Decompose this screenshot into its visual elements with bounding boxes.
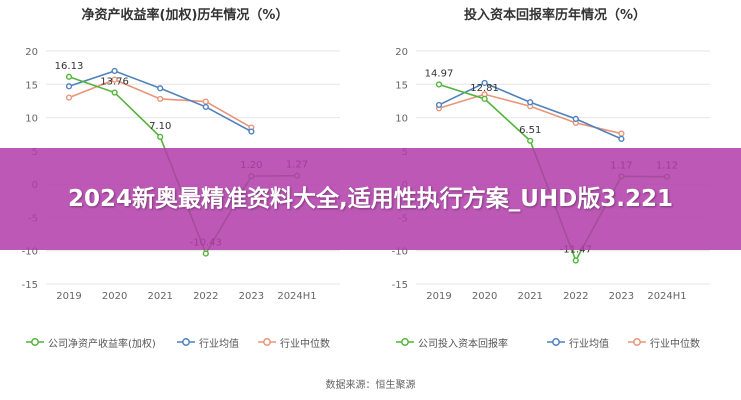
data-point-company — [527, 137, 534, 144]
x-tick-label: 2020 — [102, 291, 127, 302]
banner-text: 2024新奥最精准资料大全,适用性执行方案_UHD版3.221 — [67, 186, 674, 212]
legend-swatch-icon — [628, 338, 646, 346]
y-tick-label: 20 — [395, 47, 408, 58]
legend-item-industry-median[interactable]: 行业中位数 — [258, 334, 330, 350]
legend-item-industry-mean[interactable]: 行业均值 — [177, 334, 239, 350]
legend-label: 公司净资产收益率(加权) — [48, 338, 156, 350]
data-point-company — [65, 73, 73, 80]
data-point-industry-mean — [202, 103, 209, 111]
legend-swatch-icon — [258, 338, 276, 346]
legend-label: 公司投入资本回报率 — [418, 338, 508, 350]
data-point-industry-mean — [435, 101, 443, 109]
legend-label: 行业中位数 — [650, 338, 700, 350]
x-tick-label: 2023 — [239, 291, 264, 302]
roic-legend: 公司投入资本回报率 行业均值 行业中位数 — [370, 334, 740, 350]
data-point-company — [202, 250, 209, 257]
data-point-industry-mean — [527, 99, 534, 106]
y-tick-label: 15 — [395, 80, 408, 91]
data-point-company — [435, 81, 443, 88]
data-point-industry-mean — [157, 85, 164, 92]
data-point-industry-mean — [481, 79, 488, 87]
data-label: 14.97 — [425, 68, 454, 79]
y-tick-label: -15 — [22, 280, 38, 291]
data-label: 13.76 — [100, 77, 129, 88]
legend-swatch-icon — [396, 338, 414, 346]
data-label: -11.47 — [560, 245, 592, 256]
data-label: 16.13 — [55, 61, 84, 72]
data-point-industry-median — [111, 76, 118, 83]
y-tick-label: -15 — [392, 280, 408, 291]
data-point-industry-median — [202, 98, 209, 105]
data-point-company — [481, 95, 488, 102]
x-tick-label: 2019 — [426, 291, 451, 302]
data-label: 6.51 — [519, 125, 541, 136]
legend-swatch-icon — [26, 338, 44, 346]
data-point-industry-median — [65, 94, 73, 101]
data-label: 7.10 — [149, 121, 171, 132]
y-tick-label: 15 — [25, 80, 38, 91]
x-tick-label: 2022 — [563, 291, 588, 302]
legend-swatch-icon — [177, 338, 195, 346]
x-tick-label: 2019 — [56, 291, 81, 302]
y-tick-label: 10 — [25, 114, 38, 125]
legend-label: 行业均值 — [569, 338, 609, 350]
data-point-industry-median — [157, 95, 164, 103]
roe-chart-title: 净资产收益率(加权)历年情况（%） — [81, 8, 289, 23]
legend-swatch-icon — [547, 338, 565, 346]
data-point-company — [572, 257, 579, 264]
data-label: 12.81 — [470, 83, 499, 94]
data-point-company — [111, 89, 118, 96]
data-point-industry-mean — [248, 128, 255, 135]
data-point-industry-mean — [572, 115, 579, 123]
data-point-industry-mean — [65, 83, 73, 90]
legend-item-industry-mean[interactable]: 行业均值 — [547, 334, 609, 350]
x-tick-label: 2023 — [609, 291, 634, 302]
y-tick-label: 10 — [395, 114, 408, 125]
y-tick-label: -10 — [22, 247, 38, 258]
overlay-banner: 2024新奥最精准资料大全,适用性执行方案_UHD版3.221 — [0, 148, 741, 250]
x-tick-label: 2024H1 — [647, 291, 686, 302]
legend-item-company[interactable]: 公司净资产收益率(加权) — [26, 334, 156, 350]
data-point-industry-mean — [111, 67, 118, 75]
legend-label: 行业均值 — [199, 338, 239, 350]
x-tick-label: 2020 — [472, 291, 497, 302]
x-tick-label: 2021 — [517, 291, 542, 302]
legend-item-industry-median[interactable]: 行业中位数 — [628, 334, 700, 350]
y-tick-label: 20 — [25, 47, 38, 58]
data-point-company — [157, 133, 164, 140]
data-point-industry-mean — [618, 135, 625, 142]
x-tick-label: 2024H1 — [277, 291, 316, 302]
y-tick-label: -10 — [392, 247, 408, 258]
data-source-note: 数据来源：恒生聚源 — [325, 380, 416, 391]
x-tick-label: 2021 — [147, 291, 172, 302]
legend-label: 行业中位数 — [280, 338, 330, 350]
roe-legend: 公司净资产收益率(加权) 行业均值 行业中位数 — [0, 334, 370, 350]
roic-chart-title: 投入资本回报率历年情况（%） — [463, 8, 647, 23]
data-point-industry-median — [618, 130, 625, 137]
legend-item-company[interactable]: 公司投入资本回报率 — [396, 334, 508, 350]
x-tick-label: 2022 — [193, 291, 218, 302]
